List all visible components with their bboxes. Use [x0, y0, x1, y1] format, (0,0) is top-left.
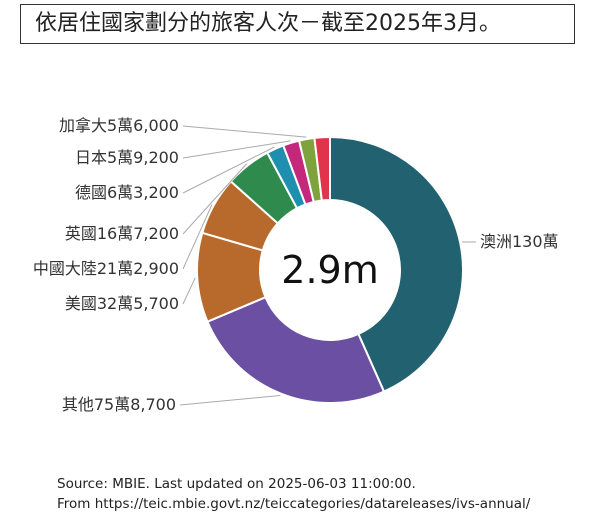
leader-line-3 [182, 204, 213, 270]
slice-label-6: 日本5萬9,200 [75, 148, 179, 167]
slice-label-2: 美國32萬5,700 [65, 294, 179, 313]
chart-footer: Source: MBIE. Last updated on 2025-06-03… [57, 474, 530, 514]
leader-line-1 [179, 395, 281, 406]
slice-label-4: 英國16萬7,200 [65, 224, 179, 243]
leader-line-6 [182, 140, 291, 159]
leader-line-4 [182, 163, 247, 235]
slice-label-7: 加拿大5萬6,000 [59, 116, 179, 135]
slice-8 [313, 135, 331, 202]
slice-label-3: 中國大陸21萬2,900 [33, 259, 179, 278]
center-total-label: 2.9m [281, 248, 378, 292]
slice-label-5: 德國6萬3,200 [75, 183, 179, 202]
chart-title: 依居住國家劃分的旅客人次－截至2025年3月。 [35, 11, 501, 36]
source-url: From https://teic.mbie.govt.nz/teiccateg… [57, 496, 531, 512]
source-note: Source: MBIE. Last updated on 2025-06-03… [57, 476, 416, 492]
leader-line-5 [182, 146, 275, 194]
leader-line-7 [182, 125, 307, 138]
slice-label-1: 其他75萬8,700 [62, 395, 176, 414]
leader-line-2 [182, 277, 196, 305]
slice-label-0: 澳洲130萬 [480, 232, 559, 251]
slice-0 [329, 135, 464, 393]
slice-1 [206, 295, 386, 404]
chart-title-box: 依居住國家劃分的旅客人次－截至2025年3月。 [20, 4, 575, 44]
